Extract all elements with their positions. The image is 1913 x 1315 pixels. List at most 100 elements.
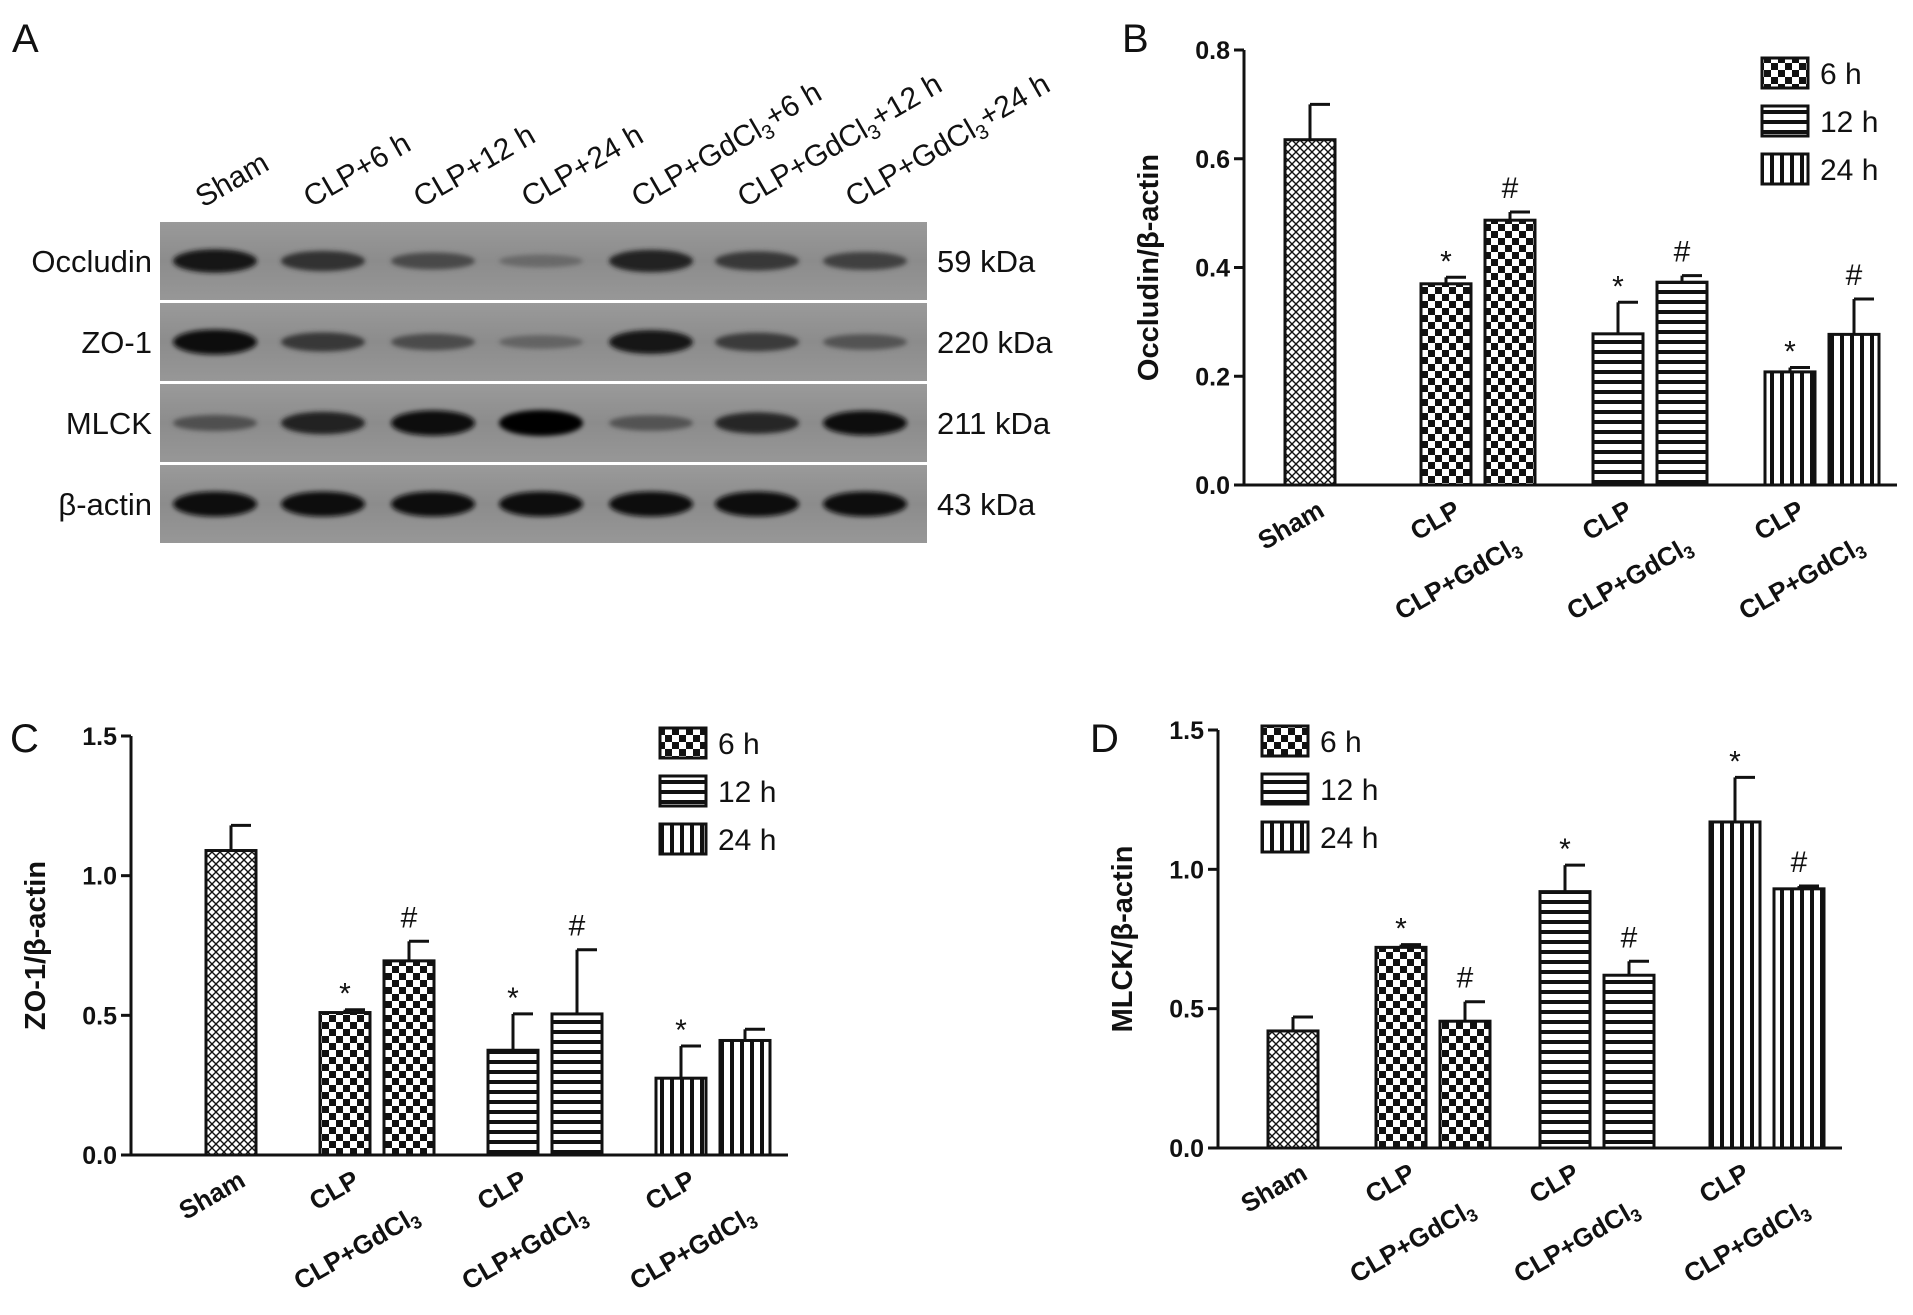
category-label: CLP+GdCl3 [457, 1200, 594, 1298]
significance-mark: * [1729, 745, 1741, 778]
panel-label-d: D [1090, 717, 1119, 761]
mlck-bar-chart: D 0.0 0.5 1.0 1.5 MLCK/β-actin Sham * CLP # CLP+G… [1090, 717, 1842, 1291]
lane-label: CLP+12 h [408, 118, 541, 214]
blot-strip: Occludin 59 kDa [31, 222, 1036, 300]
protein-band [391, 252, 475, 270]
blot-strip: β-actin 43 kDa [58, 465, 1036, 543]
protein-band [715, 332, 799, 352]
bar [318, 1011, 372, 1157]
panel-label-a: A [12, 17, 39, 61]
protein-band [823, 410, 907, 436]
category-label: Sham [1236, 1157, 1312, 1218]
bar [1419, 282, 1473, 487]
category-label: CLP+GdCl3 [1734, 530, 1871, 628]
y-tick-label: 0.0 [1169, 1135, 1204, 1163]
protein-band [499, 335, 583, 349]
lane-label: CLP+24 h [516, 118, 649, 214]
significance-mark: * [1784, 336, 1796, 369]
category-label: CLP [1360, 1157, 1420, 1209]
bar [1772, 887, 1826, 1150]
significance-mark: # [1791, 846, 1808, 879]
protein-band [609, 415, 693, 431]
y-tick-label: 1.0 [1169, 856, 1204, 884]
protein-label: MLCK [66, 406, 152, 441]
y-tick-label: 1.0 [82, 863, 117, 891]
y-tick-label: 1.5 [1169, 717, 1204, 745]
legend-swatch [658, 822, 708, 856]
significance-mark: * [1395, 913, 1407, 946]
bar [486, 1048, 540, 1157]
bar [1602, 973, 1656, 1150]
significance-mark: * [675, 1014, 687, 1047]
protein-band [499, 491, 583, 517]
category-label: CLP [1405, 494, 1465, 546]
legend-swatch [1260, 772, 1310, 806]
bar [1655, 280, 1709, 487]
y-axis-label: MLCK/β-actin [1107, 846, 1139, 1033]
bar [382, 959, 436, 1157]
significance-mark: * [1440, 245, 1452, 278]
panel-label-c: C [10, 717, 39, 761]
significance-mark: * [1559, 833, 1571, 866]
y-tick-label: 0.4 [1195, 255, 1230, 283]
protein-band [823, 334, 907, 350]
bar [1827, 332, 1881, 487]
category-label: Sham [1253, 494, 1329, 555]
protein-band [281, 491, 365, 517]
significance-mark: # [1674, 236, 1691, 269]
protein-band [715, 251, 799, 271]
category-label: CLP [1749, 494, 1809, 546]
category-label: CLP+GdCl3 [1679, 1193, 1816, 1291]
legend-swatch [1260, 724, 1310, 758]
protein-band [391, 491, 475, 517]
panel-label-b: B [1122, 17, 1149, 61]
legend-label: 12 h [1820, 106, 1878, 139]
bar [1763, 370, 1817, 487]
category-label: CLP [640, 1164, 700, 1216]
kda-label: 43 kDa [937, 487, 1036, 522]
category-label: Sham [174, 1164, 250, 1225]
protein-band [173, 414, 257, 432]
legend-label: 24 h [718, 824, 776, 857]
protein-band [281, 250, 365, 272]
legend-label: 24 h [1320, 822, 1378, 855]
category-label: CLP+GdCl3 [289, 1200, 426, 1298]
category-label: CLP+GdCl3 [1345, 1193, 1482, 1291]
lane-label: CLP+6 h [298, 127, 416, 214]
protein-band [609, 330, 693, 354]
bar [1438, 1019, 1492, 1150]
kda-label: 220 kDa [937, 325, 1053, 360]
protein-band [609, 249, 693, 273]
bar [1266, 1029, 1320, 1150]
significance-mark: * [339, 978, 351, 1011]
protein-band [173, 249, 257, 273]
category-label: CLP [1524, 1157, 1584, 1209]
category-label: CLP+GdCl3 [1562, 530, 1699, 628]
category-label: CLP+GdCl3 [1509, 1193, 1646, 1291]
significance-mark: # [1621, 921, 1638, 954]
bar [654, 1076, 708, 1157]
protein-band [609, 491, 693, 517]
category-label: CLP+GdCl3 [1390, 530, 1527, 628]
kda-label: 211 kDa [937, 406, 1051, 441]
y-tick-label: 0.5 [82, 1002, 117, 1030]
blot-strip: MLCK 211 kDa [66, 384, 1051, 462]
y-tick-label: 0.2 [1195, 363, 1230, 391]
bar [1708, 820, 1762, 1150]
legend-label: 24 h [1820, 154, 1878, 187]
legend-label: 6 h [1820, 58, 1862, 91]
y-axis-label: Occludin/β-actin [1133, 154, 1165, 381]
legend-swatch [658, 726, 708, 760]
bar [1374, 945, 1428, 1150]
bar [718, 1038, 772, 1157]
kda-label: 59 kDa [937, 244, 1036, 279]
y-tick-label: 1.5 [82, 723, 117, 751]
significance-mark: # [569, 910, 586, 943]
protein-band [715, 491, 799, 517]
category-label: CLP+GdCl3 [625, 1200, 762, 1298]
significance-mark: # [1502, 172, 1519, 205]
protein-band [499, 254, 583, 268]
significance-mark: * [1612, 270, 1624, 303]
